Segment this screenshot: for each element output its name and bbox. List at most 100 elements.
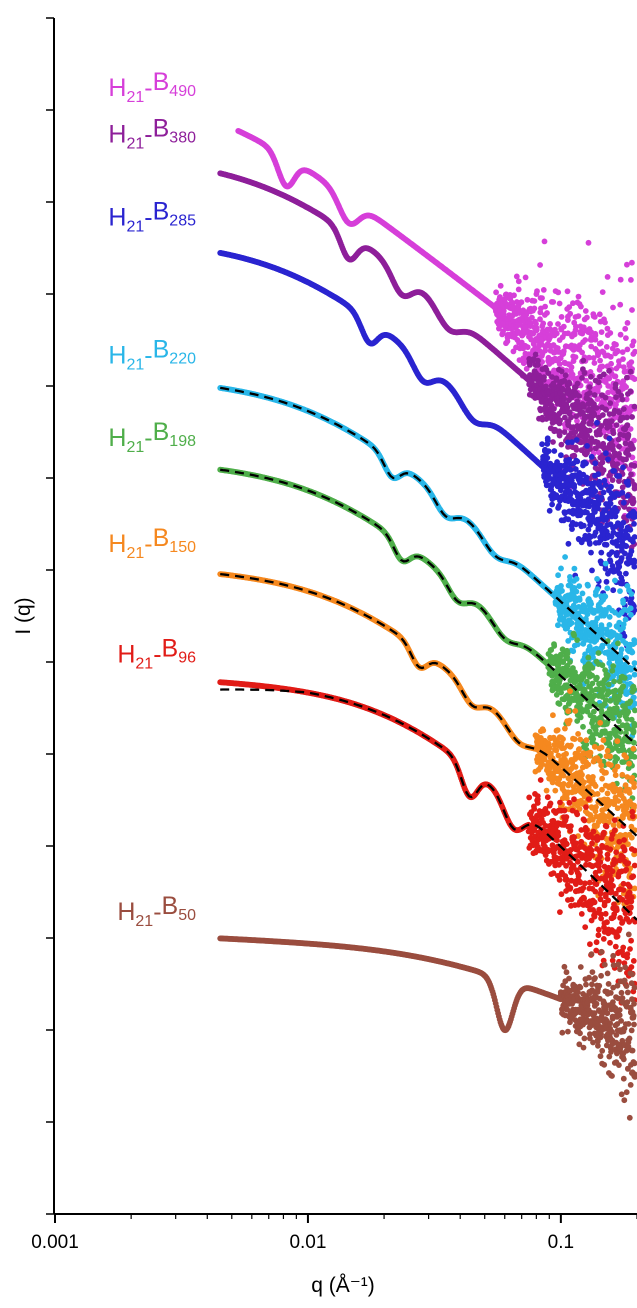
data-point	[589, 680, 596, 687]
data-point	[579, 590, 586, 597]
data-point	[569, 439, 575, 445]
data-point	[602, 560, 609, 567]
data-point	[578, 303, 584, 310]
data-point	[612, 381, 619, 388]
data-point	[599, 630, 606, 637]
data-point	[625, 433, 632, 440]
data-point	[556, 502, 562, 509]
data-point	[628, 471, 634, 478]
data-point	[500, 328, 506, 335]
data-point	[568, 364, 575, 371]
data-point	[612, 504, 618, 511]
data-point	[630, 498, 637, 505]
data-point	[628, 548, 635, 555]
data-point	[558, 368, 565, 375]
data-point	[558, 565, 564, 572]
data-point	[572, 466, 579, 472]
data-point	[599, 662, 606, 669]
data-point	[617, 331, 624, 338]
data-point	[609, 477, 616, 483]
data-point	[552, 787, 559, 794]
data-point	[600, 467, 607, 474]
data-point	[577, 700, 583, 707]
data-point	[618, 646, 625, 653]
data-point	[616, 633, 623, 639]
data-point	[616, 443, 622, 450]
data-point	[612, 513, 619, 520]
data-point	[623, 543, 629, 549]
data-point	[611, 450, 618, 456]
data-point	[574, 641, 581, 648]
data-point	[606, 367, 612, 374]
data-point	[532, 318, 538, 325]
data-point	[628, 591, 635, 597]
data-point	[627, 526, 634, 533]
data-point	[569, 371, 576, 378]
data-point	[573, 437, 580, 443]
data-point	[600, 489, 607, 496]
data-point	[621, 675, 628, 681]
data-point	[603, 406, 609, 413]
data-point	[567, 491, 574, 498]
data-point	[533, 325, 540, 332]
data-point	[567, 310, 574, 317]
data-point	[546, 507, 553, 514]
data-point	[599, 642, 606, 649]
data-point	[567, 466, 574, 473]
data-point	[590, 313, 597, 320]
data-point	[573, 521, 579, 528]
data-point	[599, 289, 606, 295]
data-point	[616, 619, 623, 626]
data-point	[598, 549, 605, 556]
data-point	[586, 354, 592, 361]
data-point	[610, 663, 617, 669]
data-point	[617, 276, 624, 283]
data-point	[602, 319, 608, 326]
data-point	[631, 686, 637, 693]
data-point	[612, 373, 619, 380]
data-point	[591, 360, 598, 366]
data-point	[518, 299, 525, 306]
data-point	[575, 293, 582, 300]
data-point	[631, 513, 637, 520]
data-point	[551, 448, 558, 454]
data-point	[590, 401, 596, 408]
data-point	[556, 300, 563, 307]
data-point	[540, 320, 547, 327]
data-point	[592, 336, 599, 343]
data-point	[586, 503, 593, 510]
data-point	[585, 526, 592, 533]
data-point	[560, 348, 567, 355]
data-point	[624, 422, 631, 428]
data-point	[595, 351, 602, 357]
data-point	[571, 632, 577, 639]
data-point	[592, 330, 599, 337]
data-point	[624, 374, 630, 381]
data-point	[620, 378, 627, 385]
data-point	[619, 489, 626, 496]
data-point	[624, 346, 631, 353]
data-point	[568, 414, 574, 421]
data-point	[595, 471, 602, 477]
data-point	[591, 412, 598, 419]
data-point	[602, 593, 609, 600]
data-point	[631, 403, 637, 410]
data-point	[600, 371, 607, 378]
data-point	[608, 483, 614, 490]
data-point	[583, 474, 590, 481]
data-point	[627, 426, 634, 432]
data-point	[572, 679, 578, 685]
data-point	[553, 375, 560, 382]
data-point	[614, 347, 621, 354]
series-layer	[217, 127, 637, 1121]
data-point	[611, 468, 618, 474]
data-point	[557, 653, 564, 659]
data-point	[539, 441, 545, 448]
data-point	[607, 500, 614, 507]
data-point	[540, 287, 547, 293]
data-point	[575, 313, 582, 319]
data-point	[632, 707, 637, 714]
data-point	[617, 301, 624, 308]
data-point	[557, 677, 563, 683]
data-point	[612, 577, 618, 584]
